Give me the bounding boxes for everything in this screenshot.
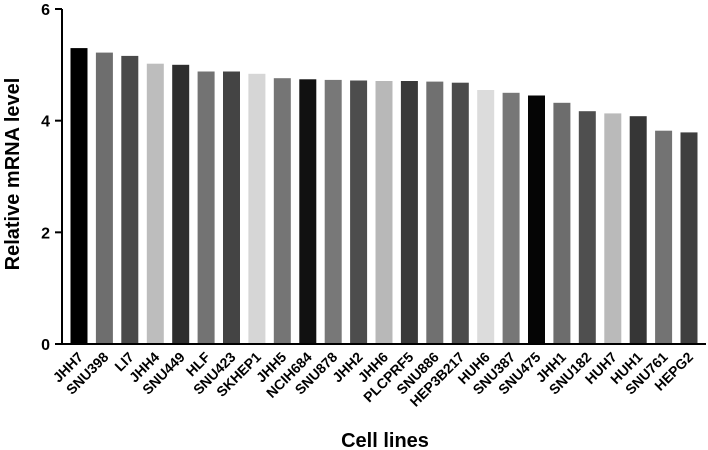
y-axis: 0 2 4 6 [41,2,63,354]
bar-snu182 [578,111,596,344]
bar-hepg2 [680,132,698,344]
bar-li7 [121,55,139,345]
y-tick-label: 2 [41,225,50,242]
bar-jhh2 [350,80,368,344]
bar-huh7 [604,113,622,345]
y-axis-title: Relative mRNA level [2,78,24,271]
bars-group [70,48,698,345]
bar-huh6 [477,90,495,344]
bar-skhep1 [248,73,266,345]
y-tick-label: 4 [41,114,50,131]
bar-jhh1 [553,102,571,344]
bar-snu878 [324,79,342,345]
bar-huh1 [629,116,647,344]
x-axis-title: Cell lines [341,430,429,450]
bar-hlf [197,71,215,344]
bar-jhh7 [70,48,88,344]
bar-jhh4 [146,63,164,344]
bar-jhh6 [375,81,393,344]
bar-jhh5 [273,78,291,344]
bar-plcprf5 [400,81,418,344]
bar-snu449 [172,64,190,345]
bar-snu387 [502,92,520,345]
bar-snu475 [528,95,545,344]
bar-hep3b217 [451,82,469,344]
y-tick-label: 0 [41,337,50,354]
bar-ncih684 [299,79,317,345]
bar-snu398 [95,52,113,344]
bar-snu886 [426,81,444,344]
bar-snu423 [223,71,240,344]
y-tick-label: 6 [41,2,50,19]
bar-snu761 [655,130,673,344]
